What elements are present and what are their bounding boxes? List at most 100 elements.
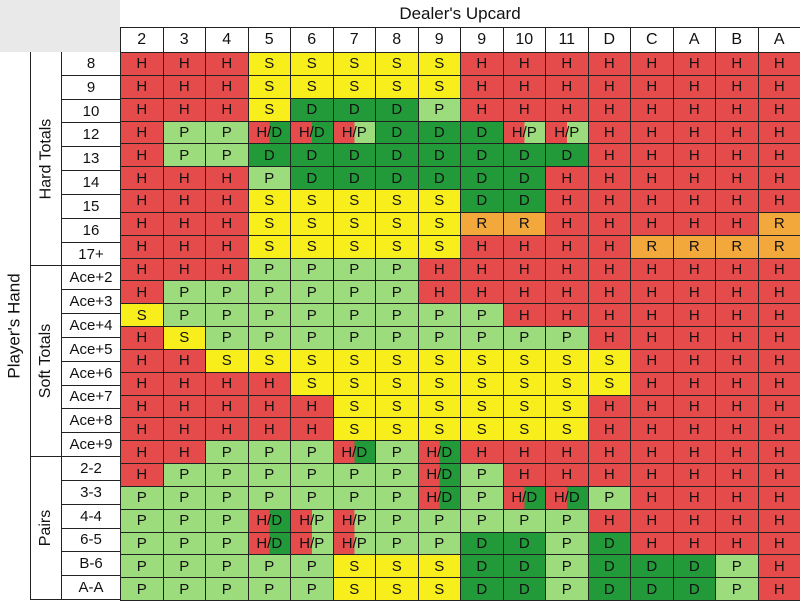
- strategy-cell: H: [588, 144, 631, 167]
- strategy-cell: H: [545, 76, 588, 99]
- strategy-cell: D: [375, 99, 418, 122]
- strategy-cell: S: [418, 396, 461, 419]
- strategy-cell: P: [715, 555, 758, 578]
- strategy-cell: P: [333, 487, 376, 510]
- strategy-cell: H: [120, 350, 163, 373]
- strategy-cell: H: [673, 99, 716, 122]
- dealer-upcard: 7: [333, 27, 376, 52]
- strategy-cell: H: [630, 510, 673, 533]
- strategy-cell: S: [333, 555, 376, 578]
- strategy-cell: P: [120, 510, 163, 533]
- strategy-cell: S: [333, 396, 376, 419]
- strategy-cell: D: [290, 144, 333, 167]
- strategy-cell: P: [375, 510, 418, 533]
- strategy-cell: D: [460, 578, 503, 601]
- strategy-cell: H: [673, 122, 716, 145]
- dealer-upcard-title: Dealer's Upcard: [120, 0, 800, 28]
- player-hand-row-label: Ace+7: [61, 386, 120, 410]
- dealer-upcard: 4: [205, 27, 248, 52]
- strategy-cell: P: [375, 327, 418, 350]
- strategy-cell: H: [758, 304, 800, 327]
- strategy-cell: H: [163, 167, 206, 190]
- strategy-cell: S: [375, 236, 418, 259]
- strategy-cell: S: [460, 373, 503, 396]
- strategy-cell: P: [375, 441, 418, 464]
- strategy-cell: P: [205, 487, 248, 510]
- strategy-cell: P: [375, 533, 418, 556]
- strategy-cell: S: [248, 53, 291, 76]
- strategy-cell: S: [333, 213, 376, 236]
- strategy-cell: H/P: [333, 122, 376, 145]
- strategy-cell: H: [588, 418, 631, 441]
- strategy-cell: S: [545, 350, 588, 373]
- strategy-cell: H: [545, 167, 588, 190]
- strategy-cell: S: [375, 578, 418, 601]
- strategy-cell: P: [290, 327, 333, 350]
- strategy-cell: P: [205, 555, 248, 578]
- strategy-cell: H: [120, 373, 163, 396]
- strategy-cell: H: [630, 373, 673, 396]
- strategy-cell: H: [205, 236, 248, 259]
- strategy-cell: P: [333, 464, 376, 487]
- strategy-cell: H: [588, 304, 631, 327]
- strategy-cell: H: [758, 327, 800, 350]
- dealer-upcard: 2: [120, 27, 163, 52]
- strategy-cell: S: [418, 213, 461, 236]
- player-hand-row-label: 12: [61, 123, 120, 147]
- strategy-cell: H: [630, 281, 673, 304]
- strategy-cell: H: [163, 53, 206, 76]
- dealer-upcard: C: [630, 27, 673, 52]
- strategy-cell: H: [630, 76, 673, 99]
- strategy-cell: H: [630, 190, 673, 213]
- strategy-cell: H: [460, 76, 503, 99]
- strategy-cell: H: [673, 213, 716, 236]
- player-hand-row-label: 6-5: [61, 529, 120, 553]
- player-hand-row-label: Ace+3: [61, 290, 120, 314]
- dealer-upcard: A: [673, 27, 716, 52]
- strategy-cell: H/P: [290, 533, 333, 556]
- strategy-cell: H: [758, 533, 800, 556]
- strategy-cell: H: [205, 167, 248, 190]
- strategy-cell: S: [460, 418, 503, 441]
- strategy-cell: H: [503, 76, 546, 99]
- strategy-cell: H: [205, 418, 248, 441]
- strategy-cell: S: [418, 190, 461, 213]
- strategy-cell: H: [758, 167, 800, 190]
- strategy-cell: S: [503, 350, 546, 373]
- strategy-cell: H: [248, 373, 291, 396]
- strategy-cell: H: [758, 578, 800, 601]
- strategy-cell: H: [715, 510, 758, 533]
- strategy-cell: P: [248, 441, 291, 464]
- strategy-cell: P: [120, 578, 163, 601]
- strategy-cell: H: [715, 396, 758, 419]
- strategy-cell: H: [588, 236, 631, 259]
- strategy-cell: P: [460, 304, 503, 327]
- strategy-cell: R: [460, 213, 503, 236]
- player-hand-row-label: 9: [61, 76, 120, 100]
- strategy-cell: H: [205, 396, 248, 419]
- strategy-cell: S: [375, 373, 418, 396]
- strategy-cell: H: [120, 259, 163, 282]
- strategy-cell: H: [163, 373, 206, 396]
- strategy-cell: H: [120, 441, 163, 464]
- strategy-cell: H: [503, 281, 546, 304]
- strategy-cell: P: [205, 441, 248, 464]
- strategy-cell: H: [545, 464, 588, 487]
- strategy-cell: H: [715, 122, 758, 145]
- player-hand-row-label: Ace+4: [61, 314, 120, 338]
- strategy-cell: H: [758, 350, 800, 373]
- strategy-cell: R: [673, 236, 716, 259]
- strategy-cell: P: [545, 510, 588, 533]
- strategy-cell: S: [545, 396, 588, 419]
- dealer-upcard: 3: [163, 27, 206, 52]
- strategy-cell: D: [418, 122, 461, 145]
- strategy-cell: D: [290, 99, 333, 122]
- strategy-cell: S: [418, 236, 461, 259]
- strategy-cell: P: [163, 122, 206, 145]
- player-hand-row-label: Ace+9: [61, 433, 120, 457]
- dealer-upcard: 6: [290, 27, 333, 52]
- strategy-cell: D: [290, 167, 333, 190]
- strategy-cell: H: [503, 441, 546, 464]
